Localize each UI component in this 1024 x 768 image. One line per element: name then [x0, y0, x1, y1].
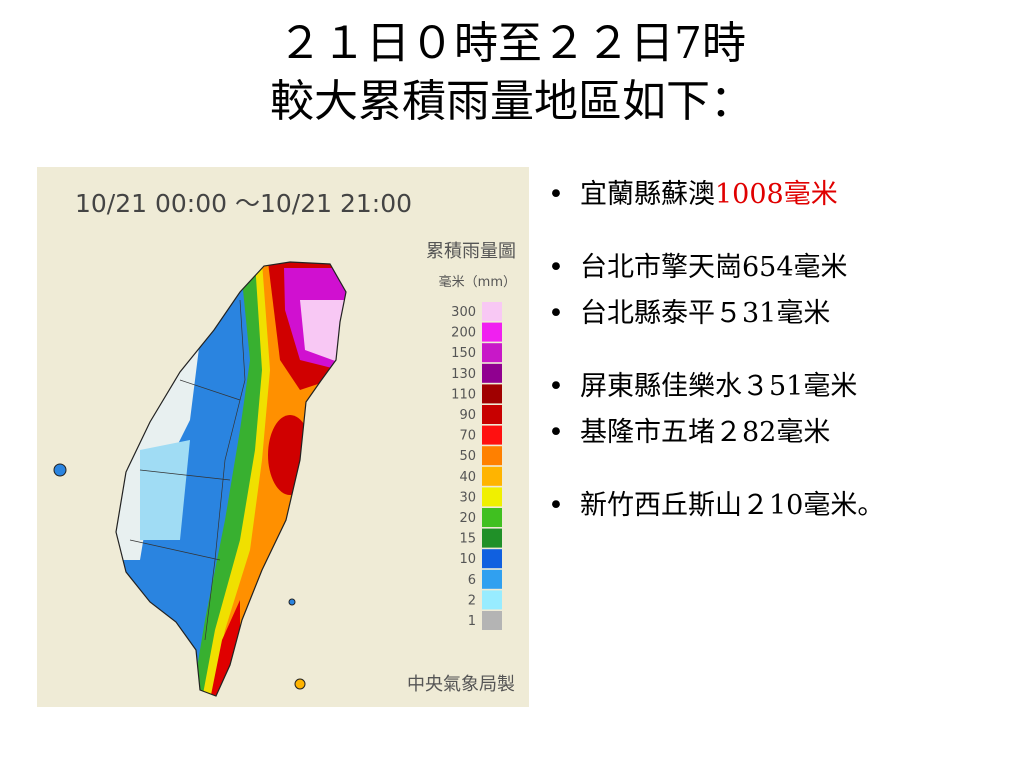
legend-swatch [482, 322, 502, 342]
legend-label: 2 [468, 593, 476, 608]
bullet-item: 新竹西丘斯山２10毫米。 [548, 483, 1018, 529]
bullet-text: 台北縣泰平５31毫米 [580, 298, 831, 329]
legend-label: 110 [451, 387, 476, 402]
bullet-item: 宜蘭縣蘇澳1008毫米 [548, 172, 1018, 218]
title-line: 較大累積雨量地區如下： [270, 76, 754, 127]
legend-label: 90 [459, 408, 476, 423]
legend-title: 累積雨量圖 [426, 241, 516, 262]
legend-swatch [482, 569, 502, 589]
map-period: 10/21 00:00 ～10/21 21:00 [75, 189, 412, 218]
bullet-item: 台北縣泰平５31毫米 [548, 291, 1018, 337]
legend-swatch [482, 302, 502, 321]
bullet-text: 屏東縣佳樂水３51毫米 [580, 371, 858, 402]
legend-swatch [482, 549, 502, 569]
bullet-item: 台北市擎天崗654毫米 [548, 245, 1018, 291]
bullet-item: 屏東縣佳樂水３51毫米 [548, 364, 1018, 410]
legend-swatch [482, 425, 502, 445]
legend-swatch [482, 405, 502, 424]
rain-map: 10/21 00:00 ～10/21 21:00 累積雨量圖 毫米（mm） 中央… [37, 167, 529, 707]
island-outline [115, 261, 347, 697]
legend-swatch [482, 487, 502, 507]
legend-label: 20 [459, 511, 476, 526]
legend-swatch [482, 590, 502, 610]
islet [294, 678, 306, 690]
bullet-group: 宜蘭縣蘇澳1008毫米 [548, 172, 1018, 218]
title-line: ２１日０時至２２日7時 [278, 18, 746, 69]
legend-swatch [482, 466, 502, 486]
bullet-item: 基隆市五堵２82毫米 [548, 410, 1018, 456]
county-borders [129, 299, 246, 641]
bullet-group: 屏東縣佳樂水３51毫米基隆市五堵２82毫米 [548, 364, 1018, 456]
legend-label: 300 [451, 305, 476, 320]
islet [288, 598, 296, 606]
legend-swatch [482, 343, 502, 363]
legend-unit: 毫米（mm） [439, 274, 516, 290]
islet [53, 463, 67, 477]
legend-swatch [482, 363, 502, 383]
bullet-group: 台北市擎天崗654毫米台北縣泰平５31毫米 [548, 245, 1018, 337]
legend-label: 1 [468, 614, 476, 629]
bullet-group: 新竹西丘斯山２10毫米。 [548, 483, 1018, 529]
map-credit: 中央氣象局製 [407, 674, 515, 695]
legend-label: 30 [459, 490, 476, 505]
legend-label: 70 [459, 429, 476, 444]
legend-swatch [482, 384, 502, 404]
legend-swatch [482, 446, 502, 466]
legend-label: 15 [459, 532, 476, 547]
legend-swatch [482, 508, 502, 527]
bullet-text: 基隆市五堵２82毫米 [580, 417, 831, 448]
legend-label: 150 [451, 346, 476, 361]
bullet-list: 宜蘭縣蘇澳1008毫米台北市擎天崗654毫米台北縣泰平５31毫米屏東縣佳樂水３5… [548, 172, 1018, 556]
legend-label: 130 [451, 367, 476, 382]
legend: 300 200 150 130 110 90 70 50 40 30 20 15 10 6 2 1 [451, 302, 502, 630]
legend-swatch [482, 611, 502, 630]
legend-label: 50 [459, 449, 476, 464]
bullet-text: 宜蘭縣蘇澳 [580, 179, 715, 210]
legend-label: 200 [451, 326, 476, 341]
legend-label: 40 [459, 470, 476, 485]
legend-label: 6 [468, 573, 476, 588]
bullet-text: 台北市擎天崗654毫米 [580, 252, 848, 283]
bullet-text: 新竹西丘斯山２10毫米。 [580, 490, 885, 521]
legend-label: 10 [459, 552, 476, 567]
legend-swatch [482, 528, 502, 548]
bullet-highlight: 1008毫米 [715, 179, 838, 210]
